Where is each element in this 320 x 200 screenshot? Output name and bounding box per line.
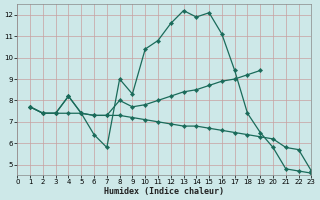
X-axis label: Humidex (Indice chaleur): Humidex (Indice chaleur) (104, 187, 224, 196)
